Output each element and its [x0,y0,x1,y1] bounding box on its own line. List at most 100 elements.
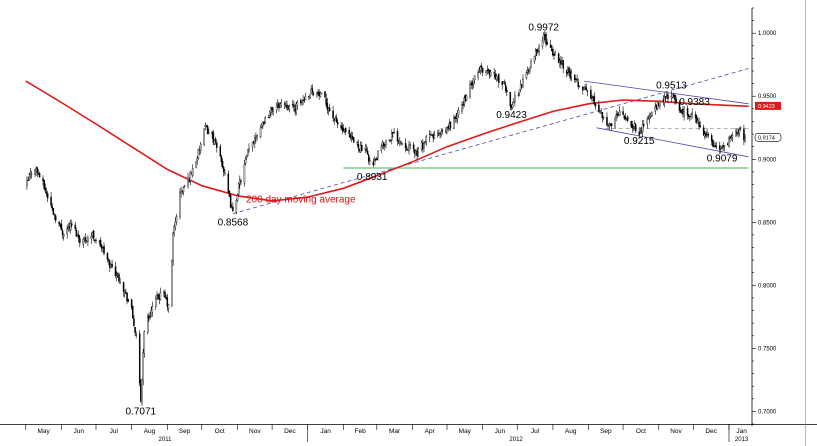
candle-body [552,48,554,56]
candle [440,128,443,138]
candle [318,89,321,100]
candle [529,66,531,75]
candle [424,141,426,145]
candle [203,128,205,147]
candle [34,168,36,177]
candle-body [592,96,594,98]
candle [220,154,223,167]
candle-body [150,310,152,317]
candle-body [486,69,489,72]
candle [189,170,192,186]
candle-body [712,139,714,147]
candle [109,259,111,273]
candle [417,146,419,157]
candle [159,287,162,301]
candle-body [134,327,136,334]
candle [229,194,232,209]
candle [481,67,484,77]
candle-body [422,142,424,149]
candle [441,128,444,135]
candle [607,124,609,130]
candle-body [504,84,507,91]
annotation-label: 0.9513 [656,81,687,92]
x-tick-label: Jan [320,428,331,435]
candle [624,112,627,121]
candle-body [228,190,231,197]
candle-body [541,40,544,47]
candle [37,169,40,176]
candle [255,132,257,143]
candle-body [60,223,63,231]
candle-body [76,233,79,236]
candle-body [58,221,60,225]
candle-body [367,154,370,162]
candle [686,105,689,120]
candle [480,62,483,73]
candle-body [71,223,73,226]
candle [432,132,434,143]
candle [256,134,258,141]
candle [729,135,731,143]
candle-body [308,95,310,98]
candle-body [415,150,417,156]
candle [269,110,271,119]
candle [206,124,209,135]
candle [649,112,652,119]
candle [224,169,226,176]
candle [142,348,144,386]
candle-body [319,92,322,97]
candle-body [544,34,546,36]
candle-body [46,193,49,199]
candle [114,261,117,278]
candle [122,281,125,297]
candle [420,140,423,152]
candle [728,136,730,148]
candle-body [696,116,698,123]
candle [384,143,386,151]
candle [744,134,746,143]
candle-body [62,233,65,237]
year-label: 2011 [159,437,173,443]
candle-body [304,95,307,100]
candle-body [675,98,677,103]
candle-body [514,95,516,102]
candle [557,52,560,64]
candle [437,130,439,138]
candle [525,70,528,80]
candle-body [424,141,426,143]
candle-body [188,179,190,183]
candle-body [678,102,681,111]
x-tick-label: May [37,428,50,435]
candle-body [401,142,403,145]
candle [473,75,476,84]
x-tick-label: Jul [110,428,119,435]
candle [205,124,208,128]
candle [590,85,592,100]
candle-body [525,72,528,79]
candle [280,99,283,108]
candle-body [630,121,632,127]
candle-body [254,138,256,144]
candle-body [92,230,95,239]
candle [183,184,186,188]
candle-body [286,104,288,109]
candle [457,106,460,118]
candle [494,70,497,80]
candle-body [446,127,448,130]
candle-body [651,112,653,117]
candle [388,139,391,143]
candle-body [714,146,716,148]
candle [373,156,376,166]
candle [602,116,605,121]
candle [678,100,681,113]
candle [545,31,547,48]
candle-body [585,87,588,91]
candle-body [473,75,476,80]
candle-body [728,138,730,147]
candle-body [602,117,605,119]
candle-body [672,94,675,97]
x-tick-label: Dec [284,428,296,435]
candle [198,145,201,155]
candle [407,147,409,151]
candle-body [731,135,734,138]
